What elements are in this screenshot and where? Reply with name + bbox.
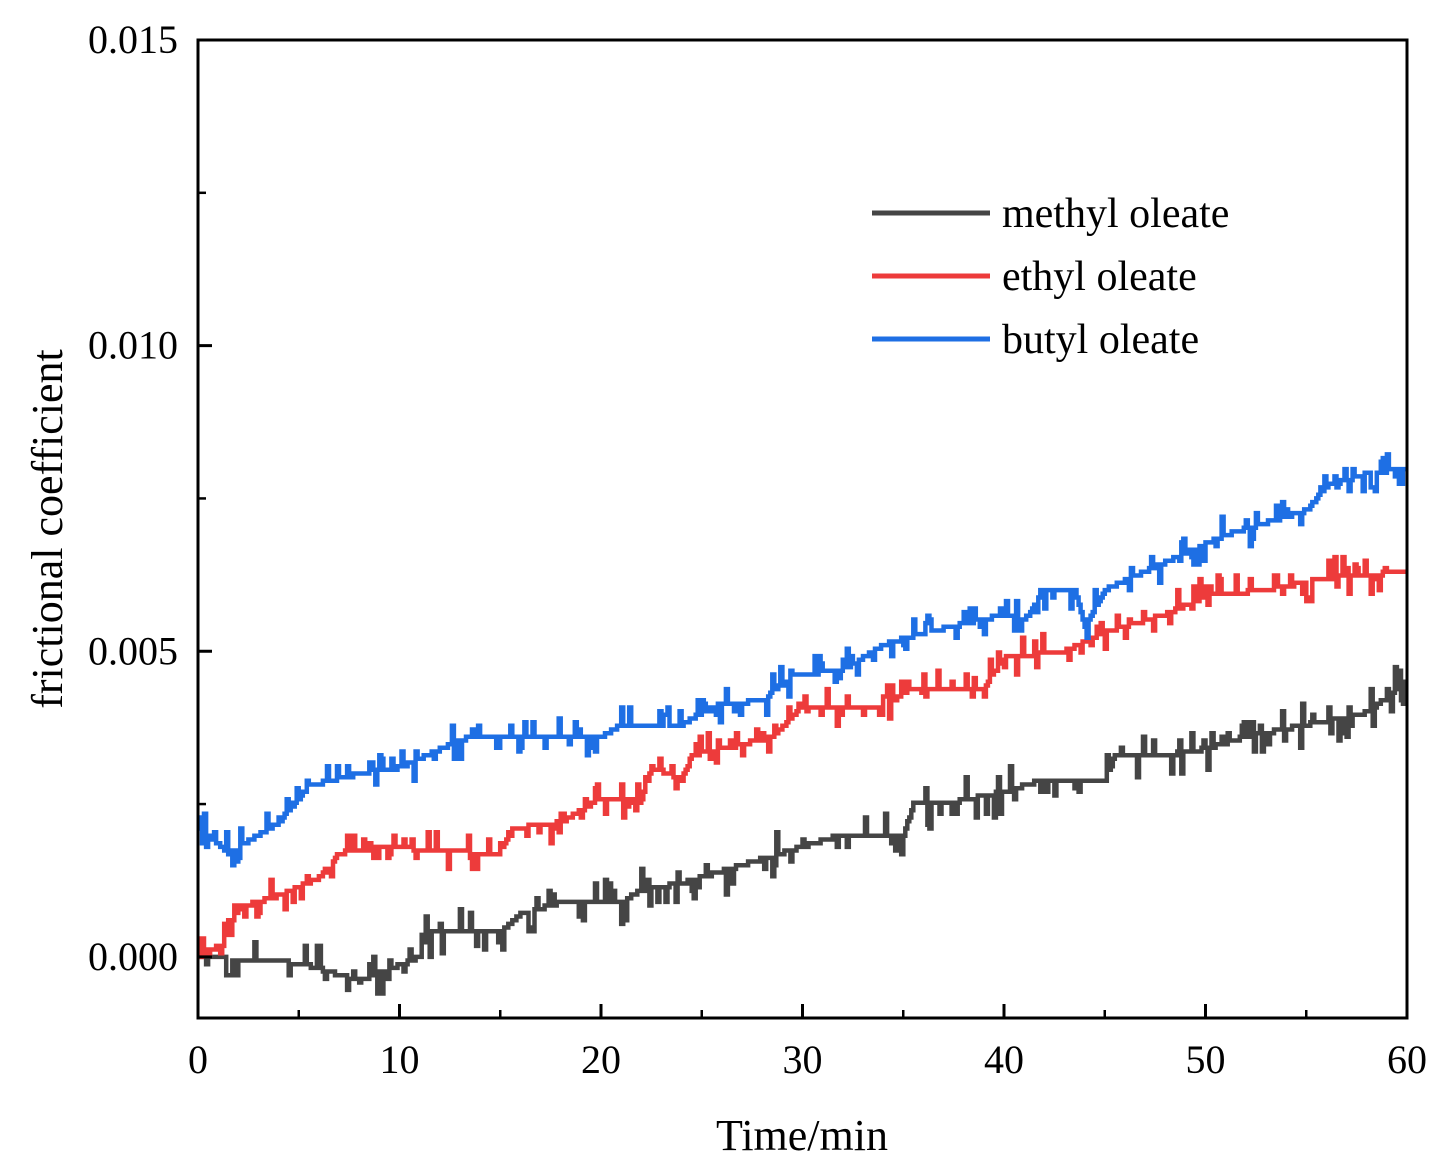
- y-axis-ticks: 0.000 0.005 0.010 0.015: [88, 17, 212, 979]
- x-tick-label: 50: [1186, 1037, 1226, 1082]
- y-tick-label: 0.015: [88, 17, 178, 62]
- y-tick-label: 0.000: [88, 934, 178, 979]
- x-tick-label: 10: [380, 1037, 420, 1082]
- x-tick-label: 30: [783, 1037, 823, 1082]
- x-tick-label: 0: [188, 1037, 208, 1082]
- plot-background: [198, 40, 1407, 1018]
- series-layer: [197, 452, 1408, 996]
- x-tick-label: 60: [1387, 1037, 1427, 1082]
- series-line-3: [197, 452, 1407, 868]
- legend-label: methyl oleate: [1002, 191, 1229, 237]
- y-tick-label: 0.010: [88, 323, 178, 368]
- x-tick-label: 40: [984, 1037, 1024, 1082]
- legend-label: butyl oleate: [1002, 317, 1199, 363]
- y-axis-title: frictional coefficient: [23, 349, 72, 709]
- x-axis-title: Time/min: [716, 1111, 888, 1160]
- series-line-2: [197, 554, 1407, 960]
- y-tick-label: 0.005: [88, 628, 178, 673]
- x-tick-label: 20: [581, 1037, 621, 1082]
- legend-label: ethyl oleate: [1002, 254, 1197, 300]
- x-axis-ticks: 0 10 20 30 40 50 60: [188, 1004, 1427, 1082]
- series-line-1: [197, 664, 1408, 996]
- legend: methyl oleate ethyl oleate butyl oleate: [872, 191, 1229, 363]
